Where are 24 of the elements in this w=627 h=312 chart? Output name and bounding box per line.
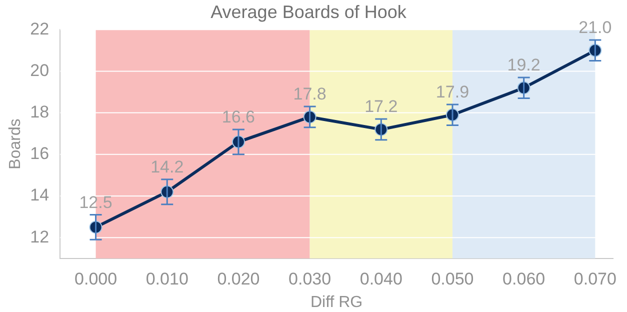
y-tick-label: 14: [30, 186, 50, 205]
y-tick-label: 22: [30, 19, 50, 38]
chart-title: Average Boards of Hook: [210, 2, 408, 22]
x-tick-label: 0.010: [146, 269, 188, 288]
data-label: 16.6: [222, 108, 256, 127]
y-tick-label: 16: [30, 144, 50, 164]
data-label: 19.2: [507, 56, 540, 75]
y-tick-label: 20: [30, 60, 50, 80]
data-label: 17.2: [364, 97, 398, 116]
data-label: 17.8: [293, 84, 326, 104]
x-tick-label: 0.040: [360, 269, 402, 288]
x-tick-label: 0.030: [288, 269, 332, 288]
y-axis-title: Boards: [7, 118, 24, 170]
x-axis-title: Diff RG: [310, 294, 363, 311]
y-tick-label: 18: [30, 102, 50, 122]
x-tick-label: 0.050: [431, 269, 474, 288]
y-tick-label: 12: [30, 227, 50, 246]
x-tick-label: 0.070: [574, 269, 616, 288]
x-tick-label: 0.060: [502, 269, 546, 288]
data-label: 21.0: [578, 18, 612, 38]
data-label: 14.2: [150, 158, 184, 177]
x-tick-label: 0.000: [74, 269, 118, 288]
data-label: 17.9: [436, 82, 470, 102]
x-tick-label: 0.020: [217, 269, 260, 288]
